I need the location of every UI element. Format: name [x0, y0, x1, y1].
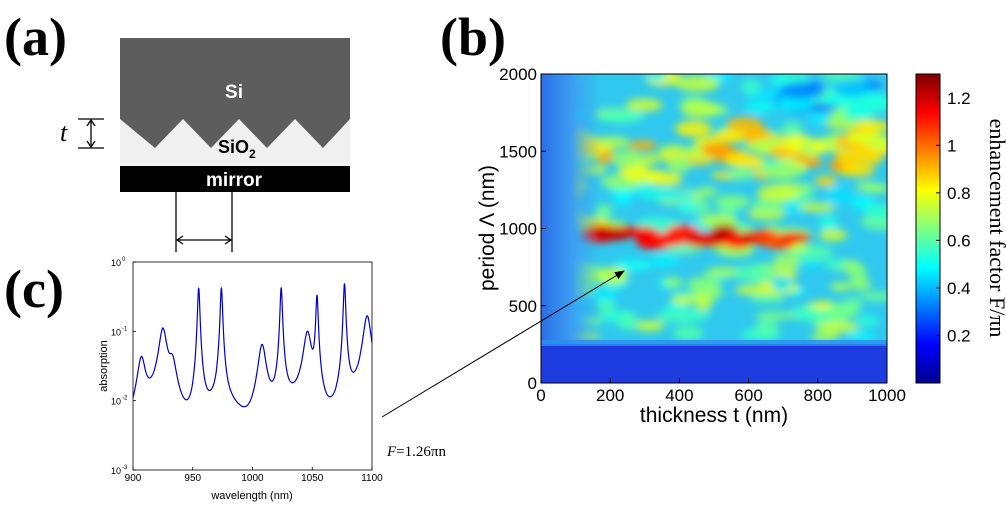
left-band	[541, 74, 601, 374]
t-label: t	[60, 118, 68, 147]
mirror-label: mirror	[206, 170, 263, 191]
spectrum-ytick-label: 10	[111, 258, 121, 268]
enhancement-annotation: F=1.26πn	[386, 444, 446, 460]
sio2-subscript: 2	[249, 147, 256, 161]
heatmap-field	[541, 74, 887, 383]
spectrum-xtick-label: 900	[125, 473, 142, 484]
colorbar: 0.2 0.4 0.6 0.8 1 1.2 enhancement factor F/πn	[915, 73, 1006, 384]
spectrum-ytick-exponent: -2	[122, 396, 128, 402]
colorbar-gradient	[915, 73, 941, 384]
heatmap-hotspot	[724, 154, 764, 167]
heatmap-xtick-label: 600	[734, 386, 762, 405]
heatmap-hotspot	[700, 142, 734, 157]
spectrum-xtick-label: 950	[184, 473, 201, 484]
heatmap-hotspot	[867, 134, 887, 151]
heatmap-hotspot	[775, 232, 812, 243]
panel-label-a: (a)	[4, 7, 67, 67]
spectrum-ytick-exponent: -1	[122, 326, 128, 332]
heatmap-ytick-label: 1500	[499, 142, 537, 161]
bottom-band	[541, 344, 887, 383]
spectrum-xtick-label: 1100	[361, 473, 383, 484]
heatmap-chart: 0 200 400 600 800 1000 0 500 1000 1500 2000 thickn…	[476, 65, 906, 427]
colorbar-tick-label: 0.6	[947, 231, 971, 250]
heatmap-xtick-label: 1000	[868, 386, 906, 405]
si-label: Si	[225, 82, 243, 103]
heatmap-ytick-label: 0	[528, 374, 537, 393]
silicon-teeth	[120, 119, 350, 148]
spectrum-xtick-label: 1000	[241, 473, 264, 484]
colorbar-tick-label: 0.8	[947, 184, 971, 203]
spectrum-ytick-exponent: 0	[122, 257, 126, 263]
colorbar-label: enhancement factor F/πn	[985, 119, 1006, 338]
heatmap-xtick-label: 400	[665, 386, 693, 405]
heatmap-hotspot	[714, 130, 747, 143]
heatmap-ytick-label: 500	[509, 297, 537, 316]
heatmap-xlabel: thickness t (nm)	[640, 404, 788, 427]
colorbar-tick-label: 0.2	[947, 326, 971, 345]
spectrum-ytick-label: 10	[111, 327, 121, 337]
spectrum-ytick-label: 10	[111, 466, 121, 476]
heatmap-ylabel: period Λ (nm)	[476, 165, 499, 291]
sio2-label: SiO2	[218, 137, 256, 161]
mirror-layer	[120, 166, 350, 192]
heatmap-xtick-label: 200	[596, 386, 624, 405]
schematic: Si SiO2 mirror t Λ	[60, 38, 350, 286]
panel-label-b: (b)	[440, 7, 506, 67]
spectrum-line	[132, 283, 373, 408]
spectrum-ytick-exponent: -3	[122, 465, 128, 471]
spectrum-xtick-label: 1050	[301, 473, 324, 484]
heatmap-ytick-label: 2000	[499, 65, 537, 84]
spectrum-xlabel: wavelength (nm)	[210, 490, 292, 502]
spectrum-ylabel: absorption	[98, 340, 110, 391]
colorbar-tick-label: 1.2	[947, 89, 971, 108]
spectrum-ytick-label: 10	[111, 397, 121, 407]
heatmap-ytick-label: 1000	[499, 220, 537, 239]
colorbar-tick-label: 0.4	[947, 279, 971, 298]
annotation-arrow	[381, 270, 625, 418]
panel-label-c: (c)	[4, 259, 64, 319]
colorbar-tick-label: 1	[947, 136, 956, 155]
spectrum-frame	[132, 261, 373, 471]
heatmap-xtick-label: 800	[804, 386, 832, 405]
heatmap-xtick-label: 0	[536, 386, 545, 405]
